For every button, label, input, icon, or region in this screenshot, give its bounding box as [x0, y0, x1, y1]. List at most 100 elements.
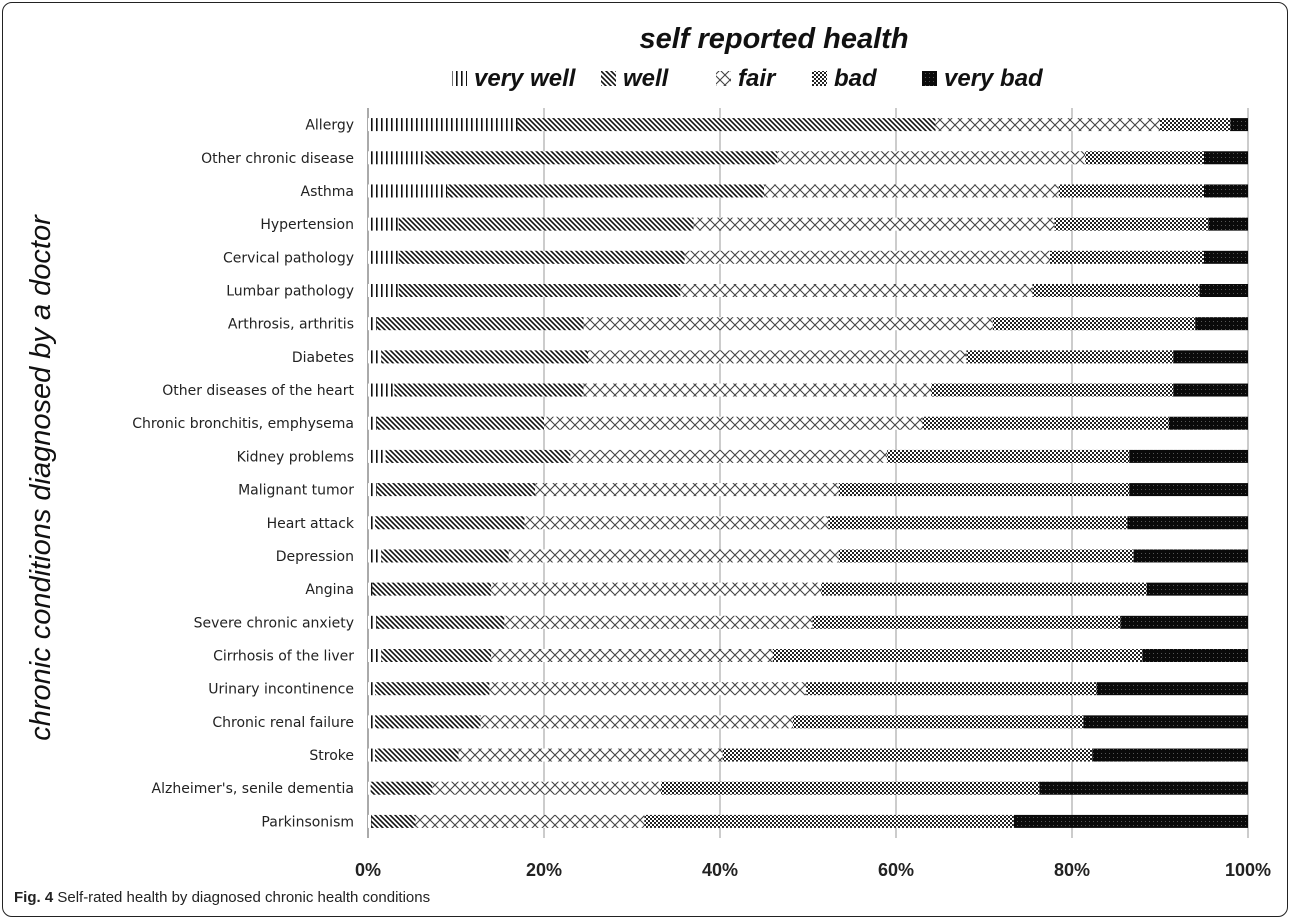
bar-segment	[385, 449, 571, 463]
bar-segment	[447, 184, 764, 198]
legend-label: bad	[834, 65, 878, 92]
bar-segment	[508, 549, 839, 563]
bar-segment	[368, 317, 377, 331]
bar-segment	[381, 649, 492, 662]
bar-segment	[394, 383, 584, 397]
bar-segment	[368, 516, 376, 530]
bar-segment	[517, 118, 936, 132]
bar-segment	[371, 814, 416, 828]
category-label: Severe chronic anxiety	[194, 615, 354, 631]
bar-segment	[1013, 814, 1248, 828]
bar-segment	[370, 781, 433, 795]
bar-segment	[1199, 284, 1248, 297]
bar-segment	[368, 748, 376, 762]
bar-segment	[1173, 383, 1248, 397]
category-label: Urinary incontinence	[208, 682, 354, 698]
legend-swatch	[922, 71, 937, 86]
category-label: Arthrosis, arthritis	[228, 317, 354, 333]
bar-segment	[375, 715, 481, 729]
bar-segment	[491, 649, 773, 662]
legend-swatch	[452, 71, 467, 86]
bar-segment	[1050, 250, 1204, 264]
bar-segment	[1160, 118, 1231, 132]
bar-segment	[1195, 317, 1248, 331]
bar-segment	[644, 814, 1014, 828]
bar-segment	[1032, 284, 1200, 297]
bar-segment	[1054, 217, 1209, 231]
bar-segment	[398, 284, 681, 297]
bar-segment	[812, 615, 1121, 629]
bar-segment	[806, 682, 1097, 696]
bar-segment	[935, 118, 1160, 132]
bar-segment	[828, 516, 1128, 530]
legend-label: fair	[738, 65, 777, 92]
x-tick-label: 20%	[526, 860, 562, 880]
bar-segment	[764, 184, 1059, 198]
bar-segment	[931, 383, 1174, 397]
bar-segment	[372, 582, 492, 596]
bar-segment	[1204, 250, 1248, 264]
bar-segment	[535, 483, 839, 497]
bar-segment	[1204, 151, 1248, 165]
bar-segment	[1058, 184, 1204, 198]
category-label: Lumbar pathology	[226, 284, 354, 300]
caption-label: Fig. 4	[14, 889, 54, 906]
category-label: Asthma	[301, 184, 354, 200]
legend-swatch	[716, 71, 731, 86]
bar-segment	[368, 483, 377, 497]
bar-segment	[368, 649, 382, 662]
bar-segments	[368, 118, 1248, 828]
chart-title: self reported health	[639, 23, 908, 55]
category-label: Other chronic disease	[201, 151, 354, 167]
bar-segment	[368, 184, 448, 198]
bar-segment	[425, 151, 778, 165]
bar-segment	[1146, 582, 1248, 596]
bar-segment	[368, 284, 399, 297]
bar-segment	[398, 250, 685, 264]
bar-segment	[524, 516, 829, 530]
bar-segment	[1120, 615, 1248, 629]
bar-segment	[480, 715, 794, 729]
category-label: Cervical pathology	[223, 250, 354, 266]
bar-segment	[415, 814, 645, 828]
chart-legend: very well well fair bad very bad	[452, 65, 1044, 92]
legend-label: very well	[474, 65, 577, 92]
bar-segment	[1204, 184, 1248, 198]
bar-segment	[588, 350, 967, 364]
legend-swatch	[601, 71, 616, 86]
bar-segment	[398, 217, 694, 231]
bar-segment	[368, 350, 382, 364]
bar-segment	[489, 682, 807, 696]
bar-segment	[1092, 748, 1248, 762]
bar-segment	[368, 781, 371, 795]
bar-segment	[722, 748, 1093, 762]
bar-segment	[772, 649, 1143, 662]
x-tick-labels: 0% 20% 40% 60% 80% 100%	[355, 860, 1271, 880]
bar-segment	[381, 350, 588, 364]
bar-segment	[376, 615, 505, 629]
bar-segment	[838, 483, 1130, 497]
bar-segment	[1039, 781, 1248, 795]
bar-segment	[966, 350, 1174, 364]
caption-text: Self-rated health by diagnosed chronic h…	[57, 889, 431, 906]
bar-segment	[684, 250, 1050, 264]
bar-segment	[368, 250, 399, 264]
bar-segment	[491, 582, 822, 596]
bar-segment	[1129, 483, 1248, 497]
category-label: Other diseases of the heart	[162, 383, 354, 399]
bar-segment	[376, 317, 584, 331]
figure-caption: Fig. 4 Self-rated health by diagnosed ch…	[14, 889, 430, 906]
y-axis-label: chronic conditions diagnosed by a doctor	[25, 214, 57, 741]
bar-segment	[375, 682, 490, 696]
x-tick-label: 0%	[355, 860, 381, 880]
bar-segment	[368, 151, 426, 165]
bar-segment	[583, 317, 993, 331]
bar-segment	[693, 217, 1055, 231]
bar-segment	[368, 814, 372, 828]
category-label: Hypertension	[260, 217, 354, 233]
bar-segment	[368, 118, 518, 132]
bar-segment	[432, 781, 662, 795]
bar-segment	[992, 317, 1196, 331]
category-label: Diabetes	[292, 350, 354, 366]
